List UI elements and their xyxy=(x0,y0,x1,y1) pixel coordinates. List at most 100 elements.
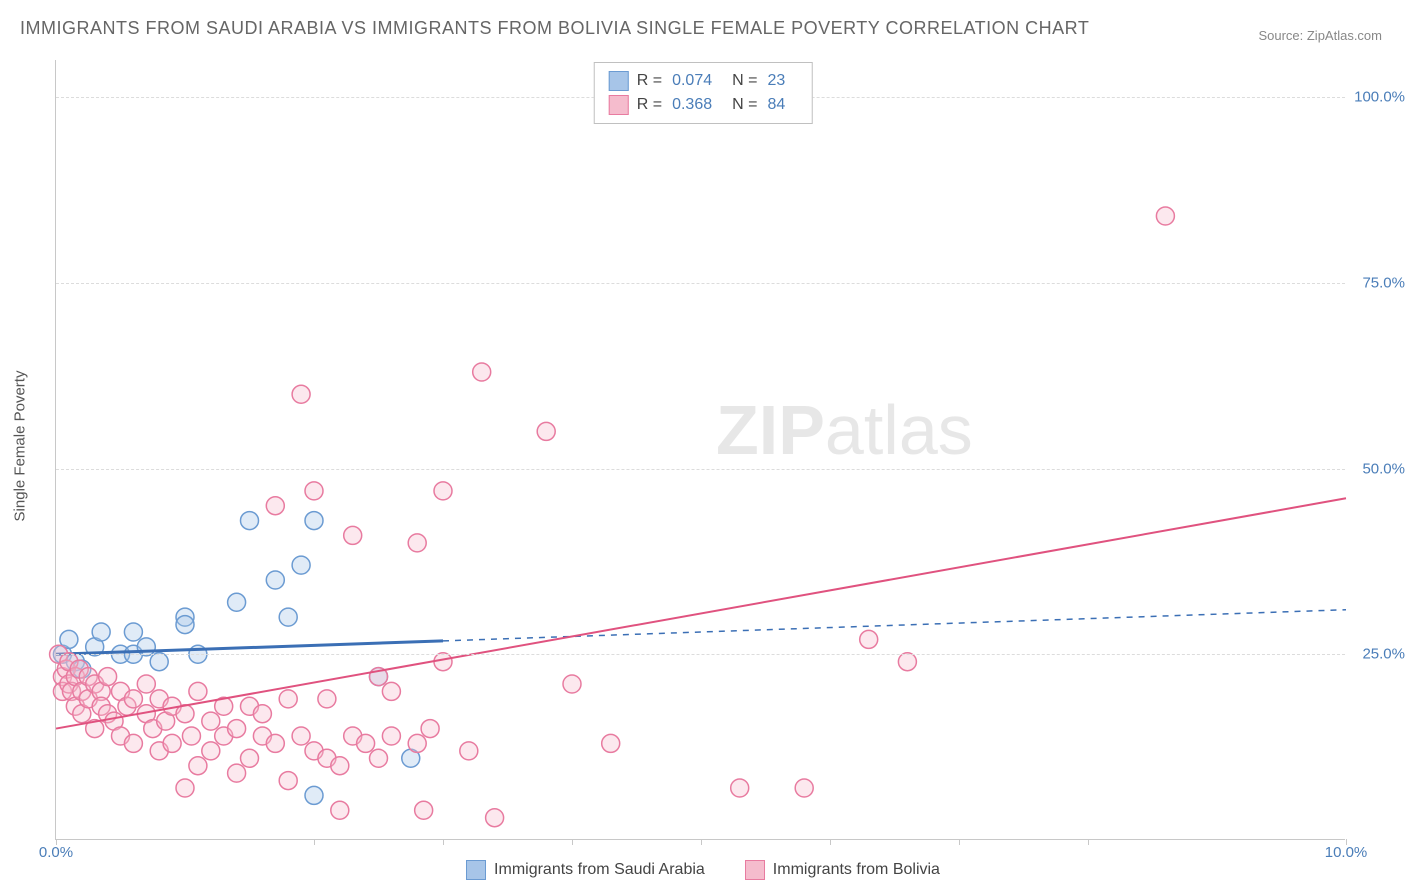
scatter-point xyxy=(202,742,220,760)
r-value: 0.074 xyxy=(672,72,712,90)
trend-line xyxy=(56,498,1346,728)
scatter-point xyxy=(176,779,194,797)
x-tick-label: 10.0% xyxy=(1325,844,1368,861)
scatter-point xyxy=(344,526,362,544)
scatter-point xyxy=(189,682,207,700)
x-tick-mark xyxy=(701,839,702,845)
grid-line xyxy=(56,283,1345,284)
scatter-point xyxy=(241,512,259,530)
scatter-point xyxy=(253,705,271,723)
scatter-point xyxy=(408,534,426,552)
legend-label: Immigrants from Saudi Arabia xyxy=(494,861,705,879)
scatter-point xyxy=(860,630,878,648)
scatter-point xyxy=(434,653,452,671)
scatter-point xyxy=(473,363,491,381)
chart-container: IMMIGRANTS FROM SAUDI ARABIA VS IMMIGRAN… xyxy=(0,0,1406,892)
scatter-point xyxy=(150,653,168,671)
n-label: N = xyxy=(732,72,757,90)
plot-area: ZIPatlas 25.0%50.0%75.0%100.0%0.0%10.0% xyxy=(55,60,1345,840)
scatter-point xyxy=(434,482,452,500)
chart-title: IMMIGRANTS FROM SAUDI ARABIA VS IMMIGRAN… xyxy=(20,18,1089,39)
legend-label: Immigrants from Bolivia xyxy=(773,861,940,879)
scatter-point xyxy=(228,720,246,738)
legend-swatch xyxy=(745,860,765,880)
x-tick-mark xyxy=(443,839,444,845)
scatter-point xyxy=(731,779,749,797)
scatter-point xyxy=(266,497,284,515)
scatter-point xyxy=(279,608,297,626)
y-tick-label: 100.0% xyxy=(1354,89,1405,106)
r-value: 0.368 xyxy=(672,96,712,114)
scatter-point xyxy=(421,720,439,738)
x-tick-mark xyxy=(314,839,315,845)
r-label: R = xyxy=(637,96,662,114)
scatter-point xyxy=(266,571,284,589)
scatter-point xyxy=(228,764,246,782)
scatter-point xyxy=(537,422,555,440)
stats-row: R = 0.074 N = 23 xyxy=(609,69,798,93)
legend-swatch xyxy=(609,71,629,91)
scatter-point xyxy=(357,734,375,752)
r-label: R = xyxy=(637,72,662,90)
stats-row: R = 0.368 N = 84 xyxy=(609,93,798,117)
scatter-point xyxy=(292,727,310,745)
scatter-point xyxy=(292,385,310,403)
scatter-point xyxy=(602,734,620,752)
legend-swatch xyxy=(466,860,486,880)
scatter-point xyxy=(370,749,388,767)
scatter-point xyxy=(331,757,349,775)
n-value: 23 xyxy=(767,72,785,90)
scatter-point xyxy=(898,653,916,671)
scatter-point xyxy=(202,712,220,730)
scatter-point xyxy=(163,734,181,752)
scatter-point xyxy=(408,734,426,752)
n-label: N = xyxy=(732,96,757,114)
scatter-point xyxy=(292,556,310,574)
scatter-point xyxy=(563,675,581,693)
scatter-point xyxy=(382,727,400,745)
plot-svg xyxy=(56,60,1345,839)
scatter-point xyxy=(415,801,433,819)
scatter-point xyxy=(176,616,194,634)
x-tick-label: 0.0% xyxy=(39,844,73,861)
x-tick-mark xyxy=(959,839,960,845)
x-tick-mark xyxy=(830,839,831,845)
grid-line xyxy=(56,469,1345,470)
scatter-point xyxy=(305,786,323,804)
scatter-point xyxy=(795,779,813,797)
scatter-point xyxy=(305,482,323,500)
scatter-point xyxy=(99,668,117,686)
source-attribution: Source: ZipAtlas.com xyxy=(1258,28,1382,43)
scatter-point xyxy=(305,512,323,530)
scatter-point xyxy=(189,757,207,775)
scatter-point xyxy=(124,734,142,752)
scatter-point xyxy=(182,727,200,745)
legend-item: Immigrants from Saudi Arabia xyxy=(466,860,705,880)
scatter-point xyxy=(137,638,155,656)
scatter-point xyxy=(318,690,336,708)
source-link[interactable]: ZipAtlas.com xyxy=(1307,28,1382,43)
scatter-point xyxy=(486,809,504,827)
legend-item: Immigrants from Bolivia xyxy=(745,860,940,880)
legend-swatch xyxy=(609,95,629,115)
scatter-point xyxy=(124,623,142,641)
scatter-point xyxy=(92,623,110,641)
stats-legend-box: R = 0.074 N = 23 R = 0.368 N = 84 xyxy=(594,62,813,124)
scatter-point xyxy=(266,734,284,752)
y-tick-label: 25.0% xyxy=(1362,646,1405,663)
source-prefix: Source: xyxy=(1258,28,1306,43)
x-tick-mark xyxy=(572,839,573,845)
scatter-point xyxy=(279,690,297,708)
bottom-legend: Immigrants from Saudi Arabia Immigrants f… xyxy=(0,860,1406,880)
y-tick-label: 50.0% xyxy=(1362,460,1405,477)
x-tick-mark xyxy=(1088,839,1089,845)
scatter-point xyxy=(228,593,246,611)
scatter-point xyxy=(460,742,478,760)
scatter-point xyxy=(279,772,297,790)
scatter-point xyxy=(241,749,259,767)
scatter-point xyxy=(124,690,142,708)
scatter-point xyxy=(137,675,155,693)
scatter-point xyxy=(1156,207,1174,225)
y-tick-label: 75.0% xyxy=(1362,274,1405,291)
n-value: 84 xyxy=(767,96,785,114)
